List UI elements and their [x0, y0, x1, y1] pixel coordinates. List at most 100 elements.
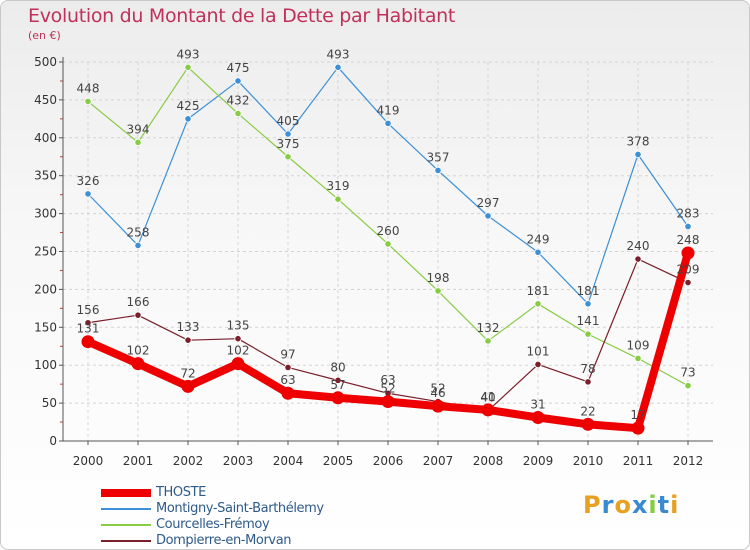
data-point [684, 222, 692, 231]
data-point [434, 166, 442, 174]
data-point [81, 335, 95, 349]
chart-title: Evolution du Montant de la Dette par Hab… [28, 5, 456, 27]
y-tick-label: 250 [34, 245, 57, 259]
x-tick-label: 2004 [273, 454, 304, 468]
data-label: 448 [77, 81, 100, 95]
y-tick-label: 300 [34, 207, 57, 221]
data-label: 78 [580, 362, 595, 376]
data-point [334, 195, 342, 203]
logo-letter: x [631, 491, 649, 519]
data-point [431, 399, 445, 413]
data-label: 475 [227, 61, 250, 75]
logo-letter: i [648, 491, 658, 519]
data-point [584, 378, 592, 386]
data-point [384, 240, 392, 248]
data-point [581, 417, 595, 431]
data-label: 419 [377, 103, 400, 117]
y-tick-label: 100 [34, 358, 57, 372]
logo-letter: i [670, 491, 680, 519]
data-label: 63 [280, 373, 295, 387]
x-tick-label: 2001 [123, 454, 154, 468]
data-point [484, 337, 492, 345]
data-point [631, 421, 645, 435]
data-point [434, 287, 442, 295]
data-point [181, 379, 195, 393]
legend-label: Montigny-Saint-Barthélemy [156, 501, 324, 516]
data-label: 493 [177, 47, 200, 61]
y-tick-label: 0 [49, 434, 57, 448]
data-label: 297 [477, 196, 500, 210]
data-point [334, 63, 342, 71]
data-label: 357 [427, 150, 450, 164]
y-tick-label: 400 [34, 131, 57, 145]
chart-subtitle: (en €) [28, 29, 61, 42]
y-tick-label: 500 [34, 55, 57, 69]
data-label: 493 [327, 47, 350, 61]
data-point [481, 403, 495, 417]
data-label: 57 [330, 378, 345, 392]
data-label: 181 [577, 284, 600, 298]
data-point [584, 330, 592, 338]
data-label: 249 [527, 232, 550, 246]
legend-label: Courcelles-Frémoy [156, 517, 270, 532]
data-label: 326 [77, 174, 100, 188]
data-point [531, 411, 545, 425]
data-label: 102 [227, 344, 250, 358]
data-point [234, 335, 242, 343]
data-label: 80 [330, 360, 345, 374]
x-tick-label: 2008 [473, 454, 504, 468]
data-point [134, 241, 142, 250]
logo-letter: o [614, 491, 632, 519]
data-point [234, 77, 242, 85]
data-point [284, 153, 292, 161]
logo-letter: t [657, 491, 671, 519]
data-label: 248 [677, 233, 700, 247]
data-point [284, 363, 292, 372]
data-point [234, 109, 242, 118]
data-label: 52 [380, 382, 395, 396]
legend-label: Dompierre-en-Morvan [156, 533, 292, 548]
y-tick-label: 450 [34, 93, 57, 107]
y-tick-label: 150 [34, 320, 57, 334]
data-point [84, 190, 92, 198]
data-label: 394 [127, 122, 150, 136]
data-label: 22 [580, 404, 595, 418]
y-tick-label: 350 [34, 169, 57, 183]
data-label: 375 [277, 137, 300, 151]
data-label: 133 [177, 320, 200, 334]
x-tick-label: 2002 [173, 454, 204, 468]
data-point [184, 336, 192, 344]
data-point [634, 150, 642, 159]
data-point [381, 395, 395, 409]
x-tick-label: 2007 [423, 454, 454, 468]
data-point [534, 300, 542, 308]
data-label: 258 [127, 225, 150, 239]
logo-letter: r [601, 491, 615, 519]
x-tick-label: 2000 [73, 454, 104, 468]
data-label: 102 [127, 344, 150, 358]
data-point [84, 319, 92, 327]
data-label: 181 [527, 284, 550, 298]
legend-swatch [101, 508, 151, 510]
y-tick-label: 50 [42, 396, 57, 410]
data-point [334, 376, 342, 384]
data-label: 156 [77, 303, 100, 317]
data-label: 132 [477, 321, 500, 335]
data-point [134, 138, 142, 146]
data-point [534, 248, 542, 256]
data-label: 405 [277, 114, 300, 128]
data-label: 319 [327, 179, 350, 193]
data-point [384, 119, 392, 127]
data-label: 31 [530, 398, 545, 412]
data-label: 72 [180, 366, 195, 380]
data-label: 240 [627, 239, 650, 253]
data-label: 52 [430, 382, 445, 396]
data-label: 17 [630, 408, 645, 422]
legend-swatch [101, 489, 151, 497]
proxiti-logo: Proxiti [583, 491, 679, 519]
x-tick-label: 2005 [323, 454, 354, 468]
data-point [231, 357, 245, 371]
data-point [131, 357, 145, 371]
data-label: 135 [227, 319, 250, 333]
